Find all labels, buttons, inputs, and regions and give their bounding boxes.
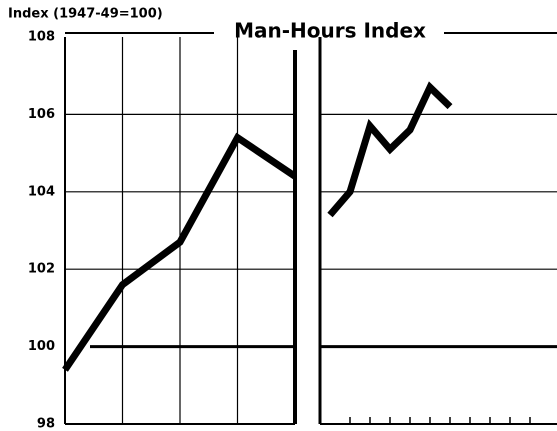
y-tick-label: 104 bbox=[28, 184, 55, 199]
y-tick-label: 106 bbox=[28, 107, 55, 122]
y-tick-label: 98 bbox=[37, 417, 55, 431]
y-tick-label: 108 bbox=[28, 30, 55, 45]
y-tick-label: 102 bbox=[28, 262, 55, 277]
data-line bbox=[62, 132, 297, 372]
y-tick-label: 100 bbox=[28, 339, 55, 354]
data-line bbox=[327, 81, 453, 218]
chart-title: Man-Hours Index bbox=[234, 19, 426, 43]
y-axis-label: Index (1947-49=100) bbox=[8, 7, 163, 22]
